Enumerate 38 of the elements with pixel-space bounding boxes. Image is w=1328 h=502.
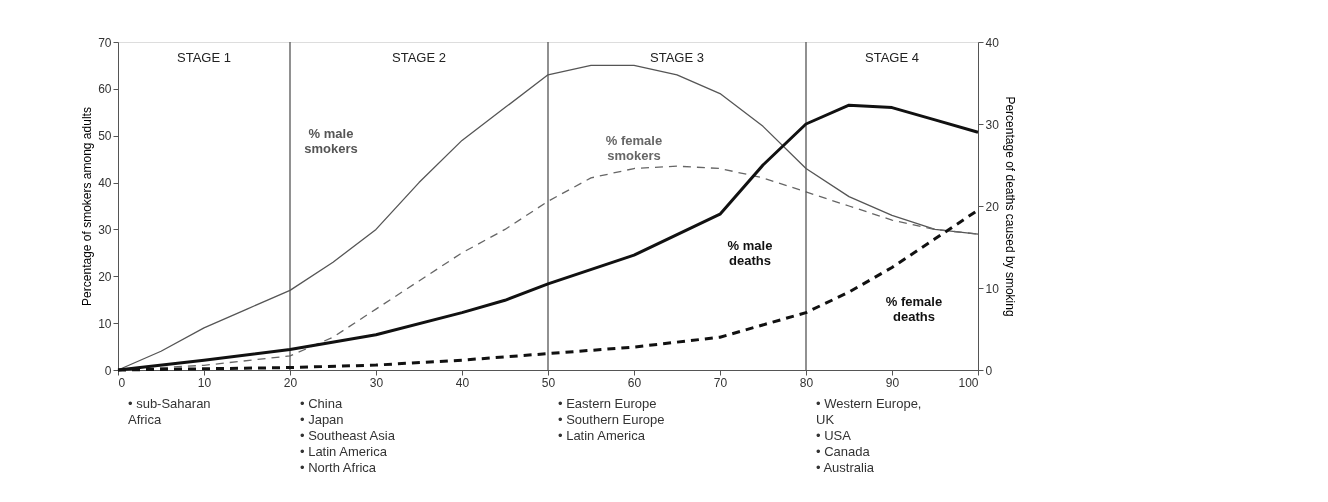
y-tick-label: 20	[98, 269, 112, 284]
y-tick-label: 40	[98, 176, 112, 191]
text: • sub-Saharan Africa	[128, 396, 211, 427]
y-tick-label: 30	[98, 222, 112, 237]
x-tick-label: 60	[627, 375, 642, 390]
x-tick-label: 40	[455, 375, 470, 390]
x-tick-label: 20	[283, 375, 298, 390]
y2-tick-label: 0	[985, 363, 993, 378]
annotation: STAGE 3	[650, 50, 704, 65]
y2-tick-label: 40	[985, 35, 1000, 50]
x-tick-label: 50	[541, 375, 556, 390]
annotation: STAGE 2	[392, 50, 446, 65]
y-tick-label: 60	[98, 82, 112, 97]
y-tick-label: 50	[98, 129, 112, 144]
text: % male smokers	[304, 126, 358, 157]
x-tick-label: 100	[958, 375, 979, 390]
x-tick-label: 10	[197, 375, 212, 390]
y-tick-label: 0	[104, 363, 112, 378]
annotation: STAGE 4	[865, 50, 919, 65]
series-label: % female deaths	[885, 293, 943, 324]
y-tick-label: 70	[98, 35, 112, 50]
series-label: % female smokers	[605, 132, 663, 163]
text: • Western Europe, UK • USA • Canada • Australia	[816, 396, 922, 475]
text: • Eastern Europe • Southern Europe • Latin America	[558, 396, 665, 443]
x-tick-label: 30	[369, 375, 384, 390]
annotation: STAGE 1	[177, 50, 231, 65]
text: • China • Japan • Southeast Asia • Latin America • North Africa	[300, 396, 396, 475]
x-tick-label: 70	[713, 375, 728, 390]
y2-tick-label: 30	[985, 117, 1000, 132]
y2-tick-label: 10	[985, 281, 1000, 296]
y2-axis-title: Percentage of deaths caused by smoking	[1002, 96, 1017, 317]
x-tick-label: 80	[799, 375, 814, 390]
series-label: % male deaths	[727, 238, 773, 269]
x-tick-label: 90	[885, 375, 900, 390]
y-tick-label: 10	[98, 316, 112, 331]
x-tick-label: 0	[118, 375, 126, 390]
y2-tick-label: 20	[985, 199, 1000, 214]
y-axis-title: Percentage of smokers among adults	[80, 107, 95, 306]
